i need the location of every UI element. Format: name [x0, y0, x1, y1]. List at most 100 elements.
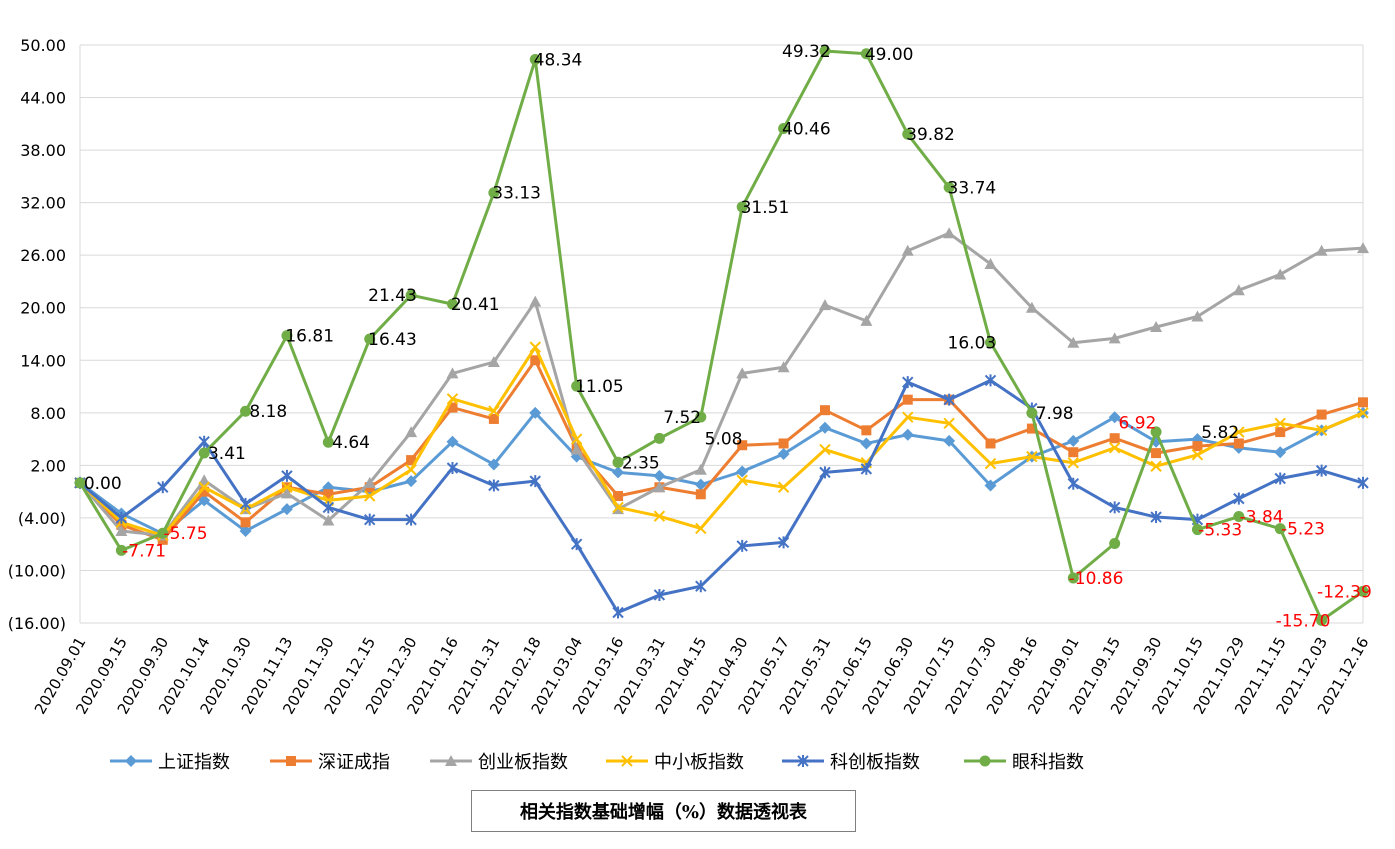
data-point	[1233, 426, 1245, 438]
data-label: 20.41	[451, 295, 500, 315]
data-point	[446, 435, 459, 448]
legend: 上证指数 深证成指 创业板指数 中小板指数 科创板指数 眼科指数	[110, 752, 1084, 773]
data-label: -15.70	[1276, 611, 1331, 631]
data-point	[570, 443, 583, 455]
data-point	[653, 510, 666, 522]
data-label: 21.43	[368, 286, 417, 306]
data-point	[405, 289, 417, 301]
y-tick-label: 14.00	[20, 351, 66, 370]
data-point	[1357, 407, 1369, 419]
data-point	[695, 489, 706, 500]
legend-label: 上证指数	[158, 752, 230, 773]
y-tick-label: 50.00	[20, 36, 66, 55]
data-point	[529, 341, 541, 353]
data-point	[280, 503, 293, 516]
series-line	[79, 378, 1364, 614]
data-label: 6.92	[1119, 413, 1157, 433]
data-point	[529, 406, 542, 419]
data-point	[1068, 447, 1079, 458]
data-point	[984, 479, 997, 492]
data-point	[1233, 511, 1245, 523]
data-point	[446, 393, 459, 405]
data-point	[198, 481, 210, 493]
data-point	[1067, 434, 1080, 447]
data-point	[1067, 336, 1080, 348]
legend-item: 创业板指数	[430, 752, 568, 773]
data-point	[819, 45, 831, 57]
y-tick-label: 44.00	[20, 89, 66, 108]
data-point	[157, 481, 169, 494]
data-point	[1315, 244, 1328, 256]
data-point	[1191, 524, 1203, 536]
data-point	[1150, 460, 1162, 472]
data-point	[860, 48, 872, 60]
data-label: 40.46	[782, 120, 831, 140]
data-point	[777, 536, 790, 549]
data-point	[984, 257, 997, 269]
data-point	[405, 426, 418, 438]
data-label: -5.75	[164, 524, 208, 544]
data-point	[653, 469, 666, 482]
series-line	[78, 231, 1364, 537]
data-point	[943, 227, 956, 239]
data-label: 8.18	[249, 402, 287, 422]
data-point	[405, 464, 417, 476]
data-point	[529, 54, 541, 66]
data-point	[818, 421, 831, 434]
data-point	[115, 544, 127, 556]
data-point	[736, 474, 748, 486]
y-tick-label: (16.00)	[8, 614, 66, 633]
data-point	[984, 457, 997, 470]
data-label: -3.84	[1240, 508, 1284, 528]
data-point	[984, 374, 997, 387]
data-point	[364, 333, 376, 345]
data-point	[943, 393, 955, 406]
data-point	[529, 295, 542, 307]
data-point	[322, 436, 334, 448]
data-point	[860, 314, 873, 326]
data-label: 0.00	[84, 474, 122, 494]
data-point	[487, 356, 500, 368]
data-label: -5.33	[1198, 521, 1242, 541]
y-tick-label: 8.00	[30, 404, 66, 423]
data-point	[406, 455, 417, 466]
data-point	[445, 755, 457, 766]
data-label: -10.86	[1069, 569, 1124, 589]
data-point	[488, 479, 500, 492]
data-point	[488, 187, 500, 199]
data-label: 33.13	[492, 184, 541, 204]
data-point	[653, 588, 666, 601]
y-tick-label: (10.00)	[8, 561, 66, 580]
data-point	[1026, 450, 1038, 463]
data-point	[1067, 457, 1079, 469]
data-point	[1358, 397, 1368, 408]
data-point	[1067, 572, 1079, 584]
data-point	[943, 181, 955, 193]
y-tick-label: 26.00	[20, 246, 66, 265]
data-label: 16.81	[285, 327, 334, 347]
data-label: 16.03	[948, 333, 997, 353]
data-point	[1108, 332, 1121, 344]
series-line	[78, 358, 1364, 542]
data-point	[570, 433, 583, 445]
data-point	[1026, 423, 1037, 434]
legend-item: 科创板指数	[782, 752, 920, 773]
data-point	[797, 755, 809, 767]
data-point	[199, 486, 210, 497]
data-point	[571, 380, 583, 392]
data-label: 2.35	[622, 453, 660, 473]
data-point	[405, 513, 417, 526]
data-point	[695, 580, 707, 593]
data-point	[1275, 427, 1286, 438]
series-line	[78, 49, 1364, 622]
data-point	[778, 438, 789, 449]
y-tick-label: (4.00)	[18, 509, 66, 528]
legend-item: 上证指数	[110, 752, 230, 773]
legend-label: 中小板指数	[654, 752, 744, 773]
data-point	[613, 491, 624, 502]
data-point	[777, 447, 790, 460]
data-label: 33.74	[948, 178, 997, 198]
data-point	[488, 413, 499, 424]
data-point	[281, 469, 293, 482]
